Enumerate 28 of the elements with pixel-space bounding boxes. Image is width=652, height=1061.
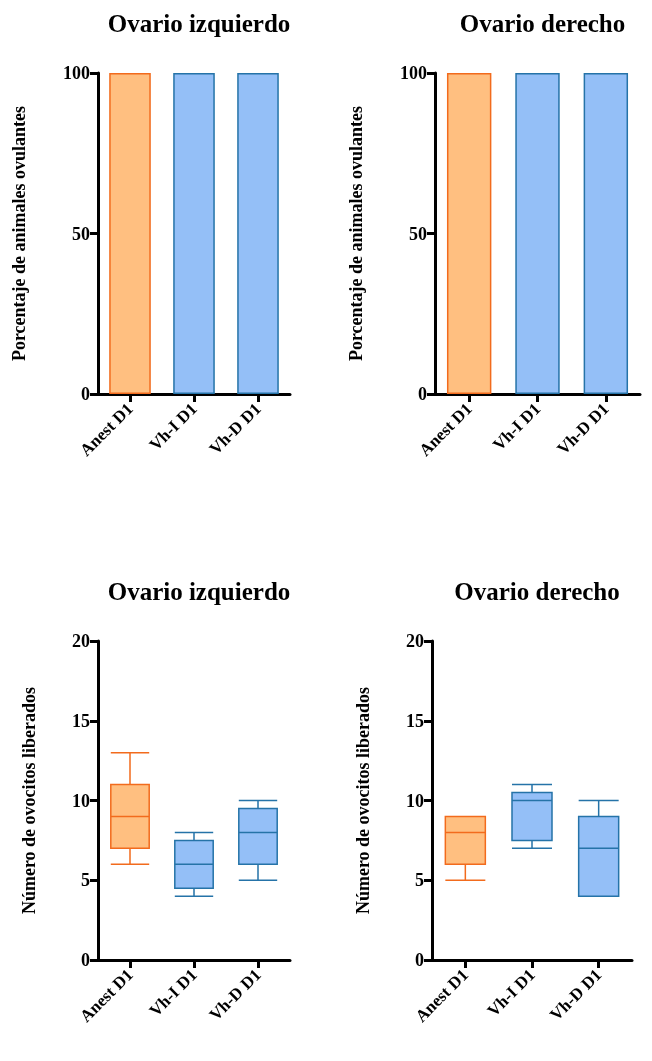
y-tick-label: 100 — [63, 63, 90, 83]
y-tick-label: 5 — [81, 870, 90, 891]
y-tick-label: 15 — [72, 710, 90, 731]
y-tick-label: 5 — [415, 870, 424, 891]
y-axis-title: Número de ovocitos liberados — [19, 686, 39, 915]
chart-title: Ovario derecho — [459, 10, 626, 37]
y-tick-label: 0 — [415, 950, 424, 970]
y-tick-label: 15 — [406, 710, 424, 731]
y-tick-label: 50 — [72, 223, 90, 244]
y-tick-label: 0 — [81, 384, 90, 404]
y-tick-label: 0 — [81, 950, 90, 970]
x-tick-label: Vh-I D1 — [145, 965, 201, 1021]
y-tick-label: 20 — [406, 631, 424, 651]
chart-title: Ovario derecho — [454, 578, 620, 605]
y-axis-title: Porcentaje de animales ovulantes — [346, 105, 366, 362]
y-axis-title: Número de ovocitos liberados — [353, 686, 373, 915]
x-tick-label: Vh-I D1 — [489, 399, 545, 455]
y-tick-label: 0 — [418, 384, 427, 404]
x-tick-label: Vh-I D1 — [483, 965, 539, 1021]
y-tick-label: 100 — [400, 63, 427, 83]
chart-title: Ovario izquierdo — [107, 578, 291, 605]
y-tick-label: 20 — [72, 631, 90, 651]
y-tick-label: 10 — [72, 790, 90, 811]
y-axis-title: Porcentaje de animales ovulantes — [9, 105, 29, 362]
y-tick-label: 10 — [406, 790, 424, 811]
y-tick-label: 50 — [409, 223, 427, 244]
chart-title: Ovario izquierdo — [107, 10, 291, 37]
x-tick-label: Vh-I D1 — [145, 399, 201, 455]
